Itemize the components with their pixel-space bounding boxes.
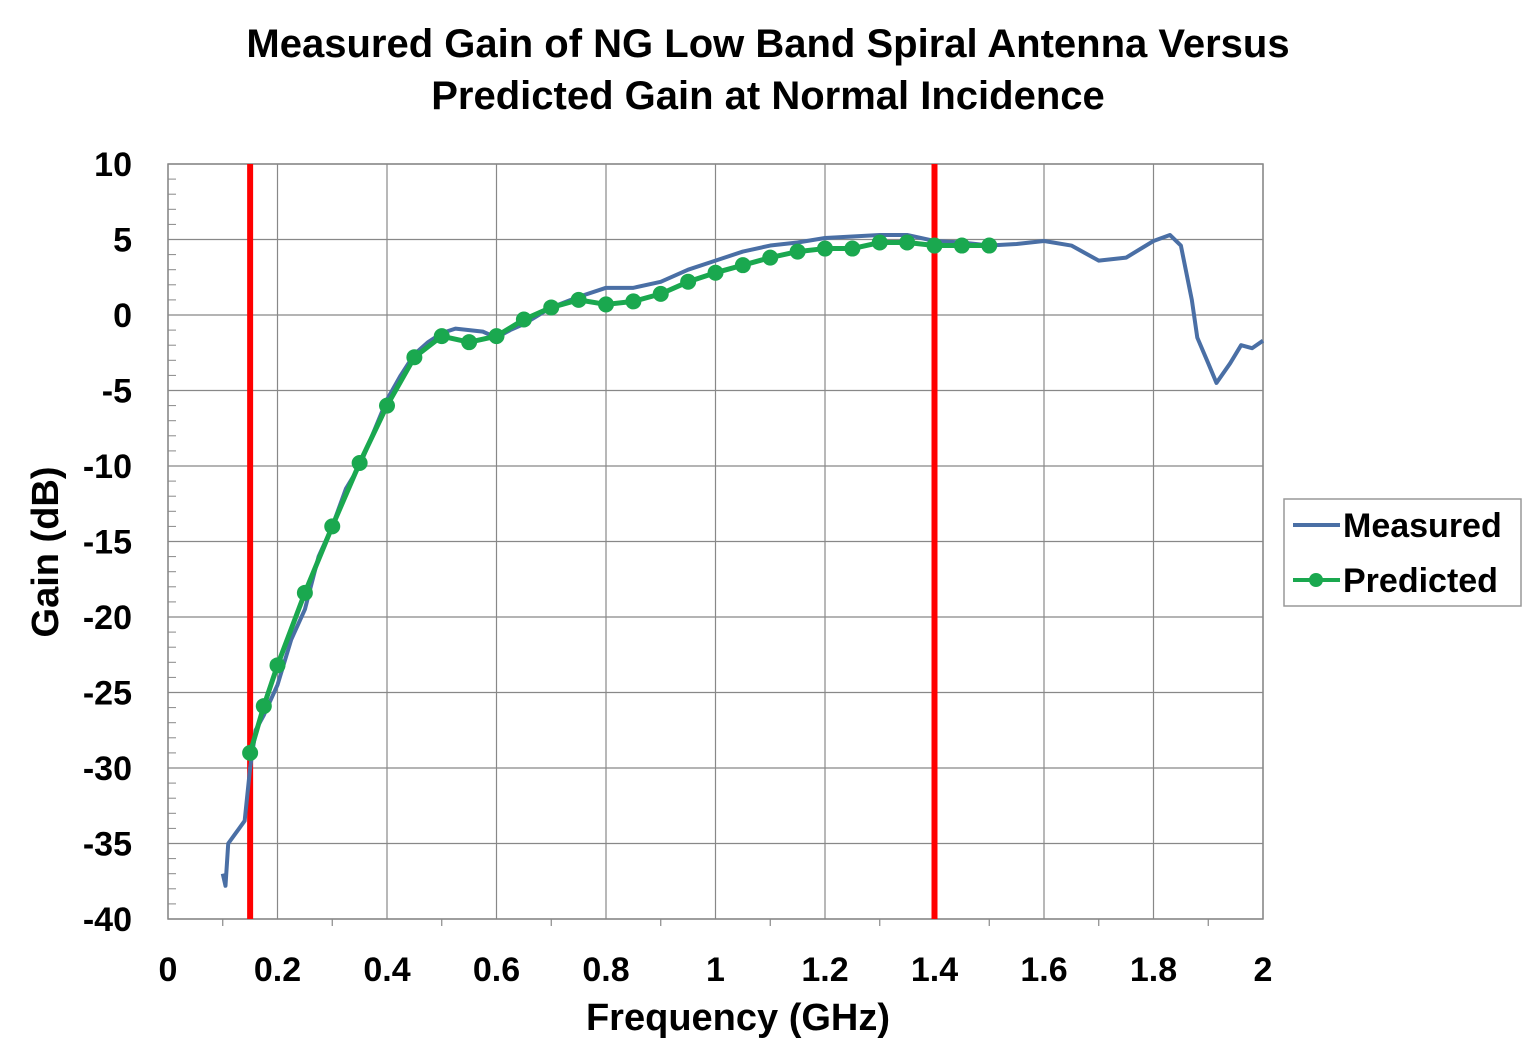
predicted-point <box>543 299 560 316</box>
predicted-line <box>247 240 990 754</box>
predicted-point <box>406 349 423 366</box>
predicted-point <box>625 293 642 310</box>
y-tick-label: -40 <box>83 901 132 939</box>
axis-ticks: 0 0.2 0.4 0.6 0.8 1 1.2 1.4 1.6 1.8 2 10 5 0 -5 -10 -15 -… <box>83 146 1273 989</box>
x-tick-label: 0.8 <box>582 951 629 989</box>
predicted-point <box>461 334 478 351</box>
y-tick-label: 0 <box>113 297 132 335</box>
predicted-point <box>899 234 916 251</box>
predicted-point <box>707 264 724 281</box>
chart-title-line-2: Predicted Gain at Normal Incidence <box>431 74 1105 118</box>
x-tick-label: 2 <box>1254 951 1273 989</box>
predicted-point <box>734 257 751 274</box>
predicted-point <box>242 744 259 761</box>
predicted-point <box>269 657 286 674</box>
predicted-point <box>433 328 450 345</box>
predicted-point <box>255 698 272 715</box>
x-tick-label: 1.2 <box>801 951 848 989</box>
predicted-point <box>324 518 341 535</box>
predicted-point <box>953 237 970 254</box>
y-tick-label: -10 <box>83 448 132 486</box>
predicted-point <box>762 249 779 266</box>
predicted-point <box>817 240 833 257</box>
y-tick-label: -15 <box>83 524 132 562</box>
chart-title-line-1: Measured Gain of NG Low Band Spiral Ante… <box>246 22 1290 66</box>
predicted-point <box>981 237 998 254</box>
measured-line <box>220 232 1265 888</box>
x-tick-label: 0.4 <box>363 951 410 989</box>
legend: Measured Predicted <box>1283 498 1522 607</box>
predicted-point <box>844 240 861 257</box>
grid <box>167 163 1264 920</box>
predicted-point <box>789 243 806 260</box>
predicted-point <box>515 311 532 328</box>
x-tick-label: 0 <box>159 951 178 989</box>
x-tick-label: 0.6 <box>473 951 520 989</box>
x-tick-label: 1.4 <box>911 951 958 989</box>
x-axis-label: Frequency (GHz) <box>586 997 890 1039</box>
legend-box <box>1283 498 1522 607</box>
y-tick-label: -30 <box>83 750 132 788</box>
x-tick-label: 1.6 <box>1020 951 1067 989</box>
y-tick-label: 10 <box>94 146 132 184</box>
x-tick-label: 1.8 <box>1130 951 1177 989</box>
predicted-point <box>379 397 395 414</box>
predicted-point <box>680 273 697 290</box>
y-tick-label: -20 <box>83 599 132 637</box>
reference-lines <box>247 164 938 919</box>
predicted-point <box>926 237 943 254</box>
predicted-point <box>652 285 669 302</box>
legend-measured-label: Measured <box>1343 507 1502 545</box>
legend-predicted-label: Predicted <box>1343 562 1498 600</box>
y-tick-label: -5 <box>102 373 132 411</box>
predicted-point <box>871 234 888 251</box>
x-tick-label: 0.2 <box>254 951 301 989</box>
y-axis-label: Gain (dB) <box>25 467 67 638</box>
y-tick-label: 5 <box>113 222 132 260</box>
y-tick-label: -25 <box>83 675 132 713</box>
legend-predicted-marker <box>1309 573 1323 587</box>
series-group <box>220 232 1265 888</box>
x-tick-label: 1 <box>706 951 725 989</box>
predicted-point <box>570 291 587 308</box>
predicted-point <box>296 584 313 601</box>
predicted-point <box>488 328 505 345</box>
predicted-point <box>598 296 614 313</box>
y-tick-label: -35 <box>83 826 132 864</box>
predicted-point <box>351 454 368 471</box>
